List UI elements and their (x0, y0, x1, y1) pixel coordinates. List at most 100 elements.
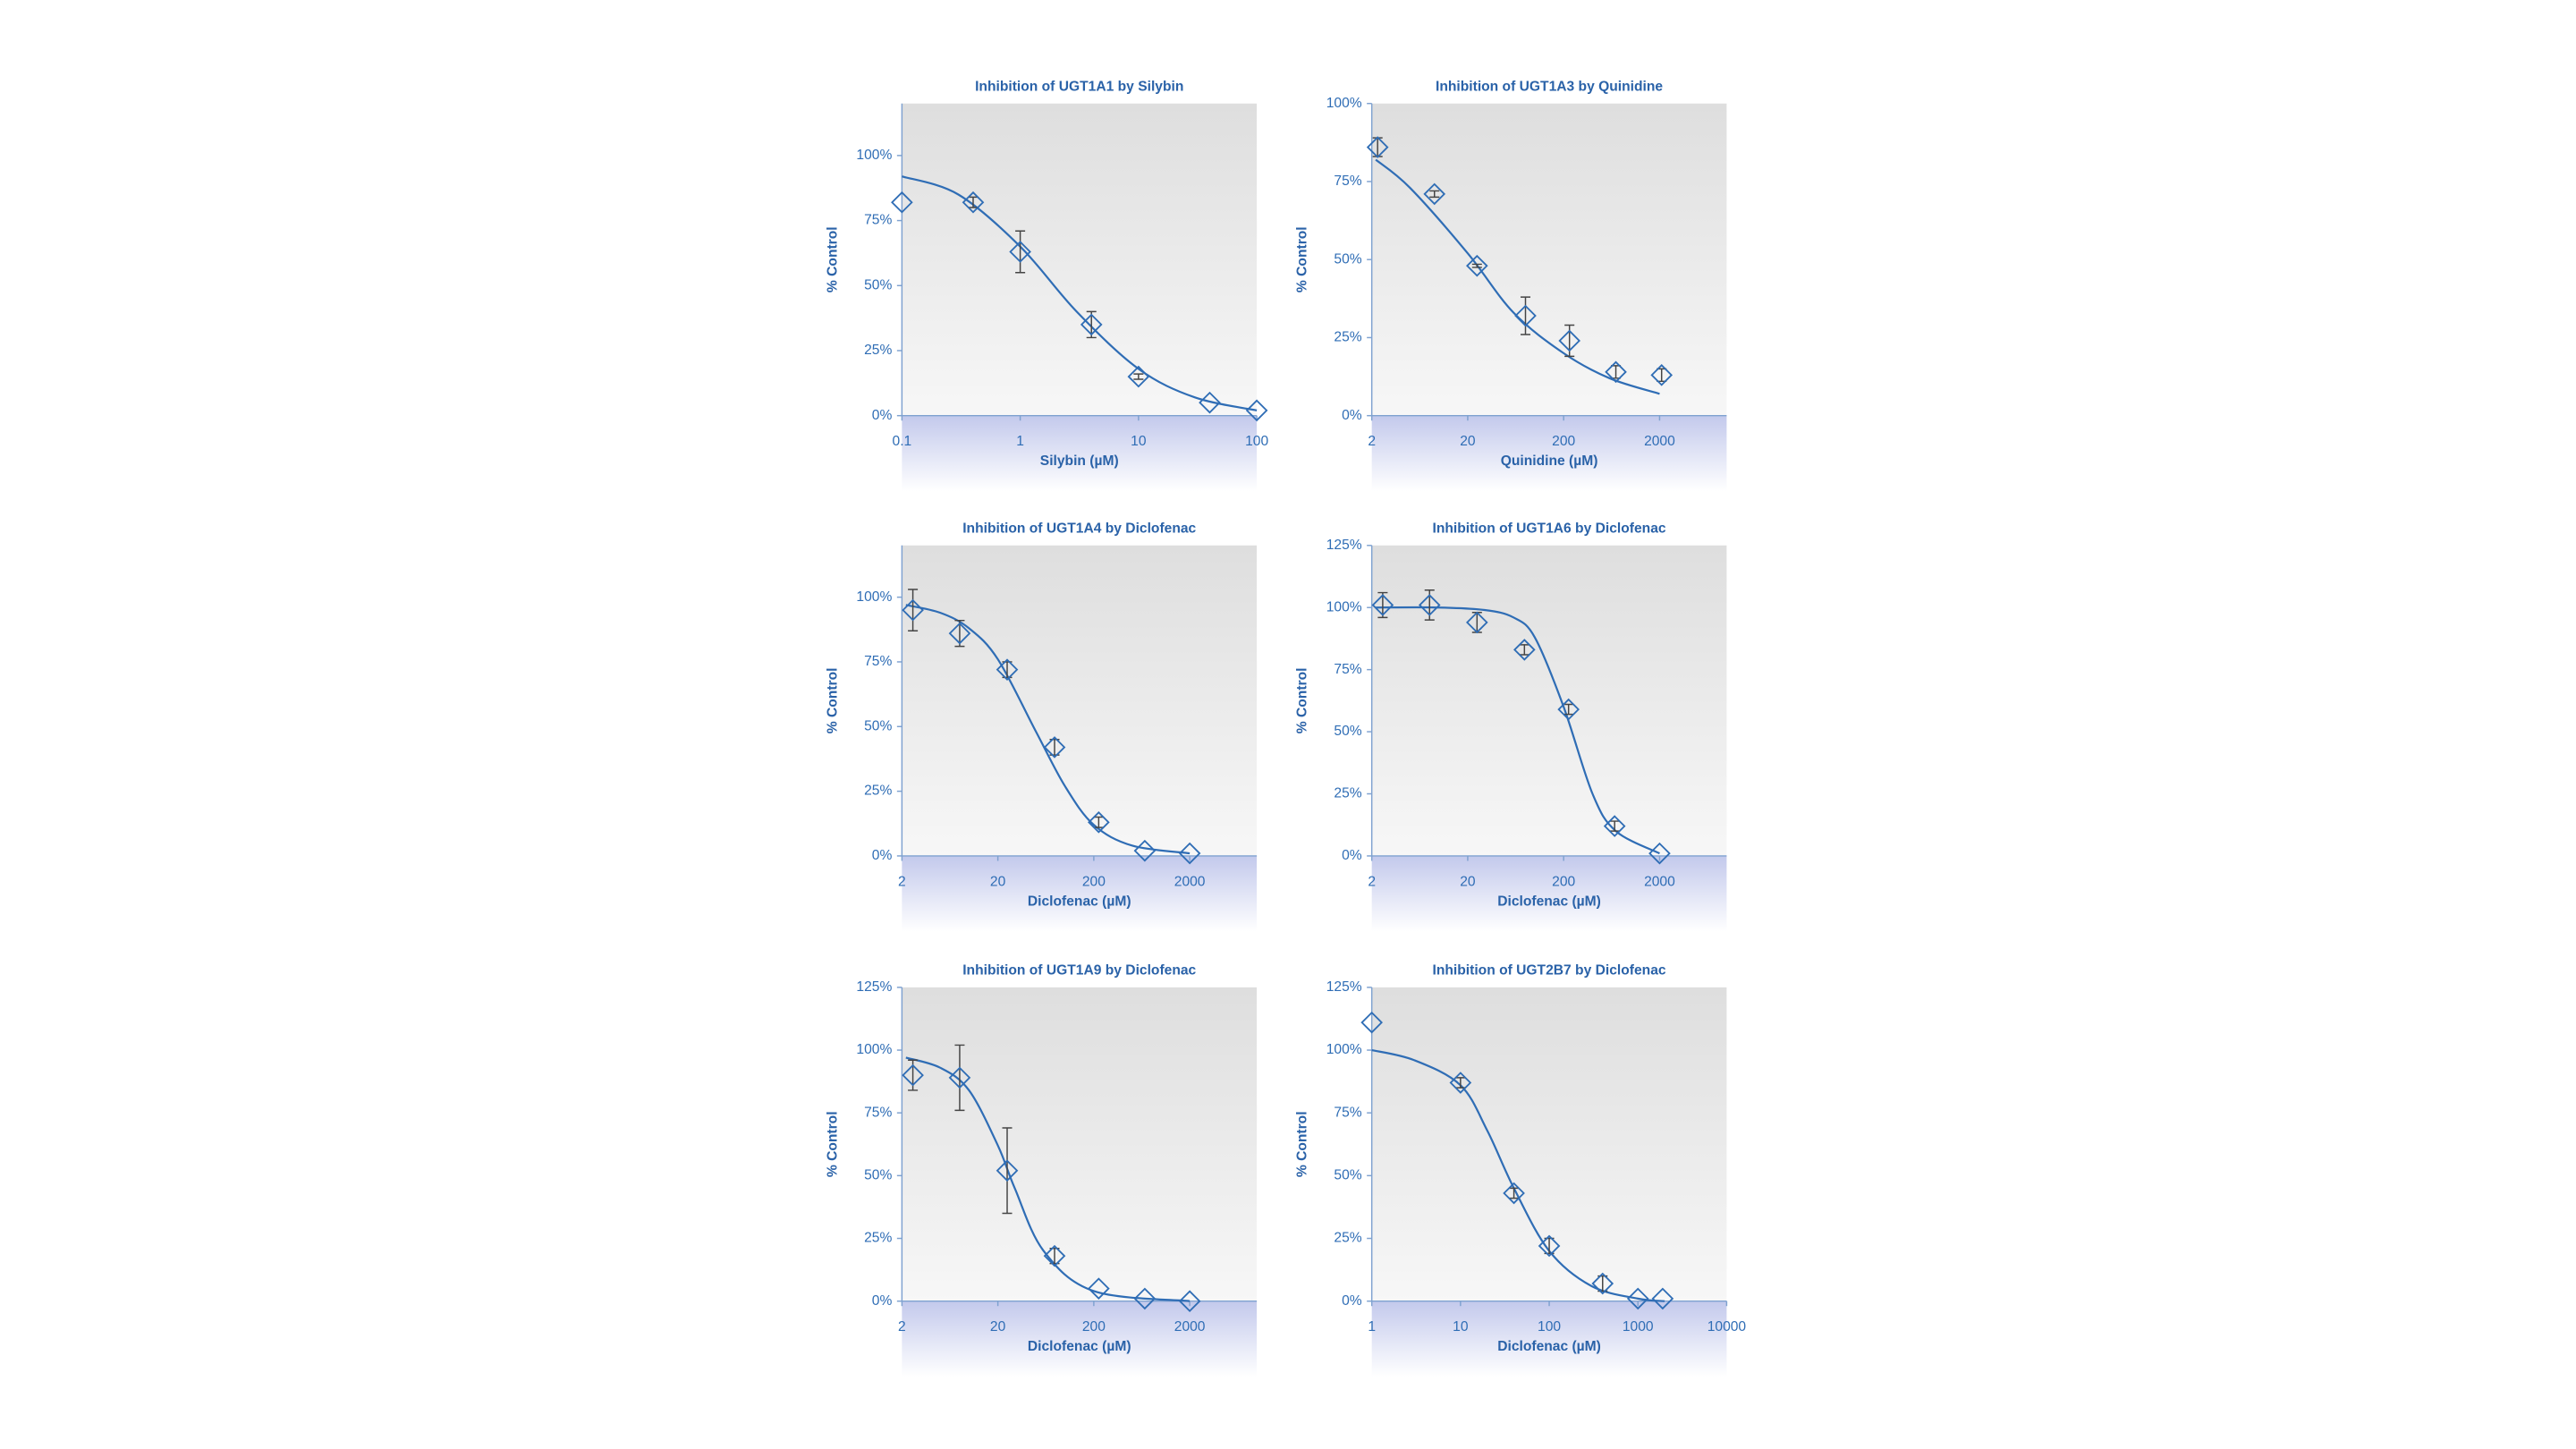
x-axis-label: Diclofenac (µM) (1028, 894, 1131, 909)
x-tick-label: 20 (990, 874, 1006, 889)
data-point (891, 191, 913, 214)
data-point (1043, 736, 1066, 758)
y-tick-label: 25% (1334, 786, 1361, 801)
data-point (1557, 698, 1580, 721)
chart-title: Inhibition of UGT1A1 by Silybin (975, 79, 1183, 94)
y-axis-label: % Control (825, 1111, 840, 1177)
error-bar (1563, 703, 1574, 716)
fit-curve (1375, 158, 1660, 395)
data-point (1423, 182, 1446, 206)
x-tick-label: 10 (1453, 1319, 1469, 1335)
x-tick-label: 0.1 (893, 434, 912, 449)
y-tick-label: 50% (864, 1167, 892, 1182)
error-bar (1015, 230, 1026, 274)
data-point (1371, 594, 1394, 616)
data-point (902, 1063, 924, 1087)
data-point (1626, 1287, 1649, 1310)
y-tick-label: 50% (864, 277, 892, 292)
fit-curve (905, 604, 1191, 855)
data-point (1133, 839, 1157, 862)
y-axis-label: % Control (1295, 1111, 1310, 1177)
data-point (1449, 1072, 1472, 1094)
y-tick-label: 75% (864, 213, 892, 228)
data-point (1466, 611, 1488, 634)
y-tick-label: 0% (872, 848, 893, 863)
data-point (1360, 1011, 1383, 1034)
x-axis-label: Diclofenac (µM) (1497, 894, 1601, 909)
error-bar (1133, 373, 1144, 380)
error-bar (1002, 661, 1013, 679)
chart-title: Inhibition of UGT1A4 by Diclofenac (962, 521, 1196, 537)
chart-title: Inhibition of UGT1A3 by Quinidine (1436, 79, 1663, 94)
error-bar (954, 619, 965, 648)
axis-band (902, 415, 1258, 492)
error-bar (1471, 263, 1482, 268)
x-tick-label: 100 (1245, 434, 1268, 449)
y-axis-label: % Control (1295, 668, 1310, 734)
x-tick-label: 2 (1368, 874, 1376, 889)
x-tick-label: 20 (990, 1319, 1006, 1335)
data-point (1466, 254, 1488, 277)
data-point (1591, 1272, 1614, 1295)
x-tick-label: 20 (1460, 434, 1476, 449)
plot-background (902, 545, 1258, 856)
x-axis-label: Silybin (µM) (1040, 453, 1119, 469)
chart-panel: Inhibition of UGT1A9 by Diclofenac Diclof… (825, 963, 1258, 1377)
y-tick-label: 50% (1334, 1167, 1361, 1182)
chart-title: Inhibition of UGT1A9 by Diclofenac (962, 963, 1196, 979)
data-point (1088, 1277, 1110, 1300)
data-point (996, 1159, 1019, 1182)
y-tick-label: 50% (864, 718, 892, 733)
x-tick-label: 200 (1082, 1319, 1106, 1335)
axis-band (1371, 1301, 1727, 1377)
y-tick-label: 75% (864, 1105, 892, 1120)
data-point (948, 1066, 971, 1089)
data-point (1127, 365, 1150, 388)
axis-band (902, 855, 1258, 932)
plot-background (902, 103, 1258, 416)
y-tick-label: 0% (1342, 408, 1362, 423)
y-tick-label: 100% (856, 1042, 892, 1057)
y-tick-label: 125% (1326, 979, 1362, 995)
x-tick-label: 2000 (1644, 874, 1675, 889)
error-bar (1002, 1127, 1013, 1215)
data-point (1178, 1290, 1201, 1313)
fit-curve (905, 1056, 1191, 1302)
x-tick-label: 2 (898, 1319, 906, 1335)
x-tick-label: 10000 (1707, 1319, 1747, 1335)
chart-panel: Inhibition of UGT1A1 by Silybin Silybin (… (825, 79, 1268, 492)
data-point (1605, 360, 1627, 384)
x-tick-label: 1 (1016, 434, 1024, 449)
plot-background (902, 987, 1258, 1301)
data-point (948, 622, 971, 645)
data-point (1366, 136, 1389, 158)
x-tick-label: 2000 (1644, 434, 1675, 449)
x-tick-label: 2000 (1174, 874, 1206, 889)
error-bar (1455, 1077, 1466, 1089)
chart-panel: Inhibition of UGT2B7 by Diclofenac Diclof… (1295, 963, 1747, 1377)
x-tick-label: 2 (898, 874, 906, 889)
data-point (1558, 329, 1581, 352)
chart-panel: Inhibition of UGT1A6 by Diclofenac Diclof… (1295, 521, 1727, 932)
data-point (1650, 364, 1674, 386)
data-point (962, 191, 985, 214)
chart-title: Inhibition of UGT2B7 by Diclofenac (1433, 963, 1666, 979)
axis-band (1371, 415, 1727, 492)
data-point (1514, 304, 1537, 327)
error-bar (1609, 820, 1620, 832)
error-bar (1377, 591, 1388, 619)
y-tick-label: 0% (1342, 848, 1362, 863)
x-tick-label: 1000 (1623, 1319, 1654, 1335)
error-bar (954, 1044, 965, 1112)
data-point (1538, 1234, 1561, 1258)
y-tick-label: 50% (1334, 251, 1361, 267)
x-tick-label: 1 (1368, 1319, 1376, 1335)
error-bar (1519, 644, 1530, 656)
error-bar (968, 196, 979, 208)
y-axis-label: % Control (825, 668, 840, 734)
x-tick-label: 200 (1082, 874, 1106, 889)
y-tick-label: 0% (1342, 1293, 1362, 1309)
x-tick-label: 20 (1460, 874, 1476, 889)
data-point (1199, 391, 1221, 414)
x-tick-label: 2000 (1174, 1319, 1206, 1335)
